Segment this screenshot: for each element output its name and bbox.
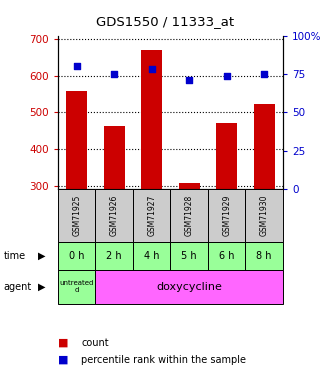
Bar (133, 189, 170, 242)
Text: 5 h: 5 h (181, 251, 197, 261)
Text: untreated
d: untreated d (60, 280, 94, 293)
Bar (246, 242, 283, 270)
Text: GSM71929: GSM71929 (222, 195, 231, 236)
Bar (133, 242, 170, 270)
Text: agent: agent (3, 282, 31, 292)
Text: 0 h: 0 h (69, 251, 84, 261)
Text: ▶: ▶ (38, 282, 46, 292)
Bar (254, 105, 274, 189)
Bar (170, 189, 208, 242)
Text: ■: ■ (58, 355, 69, 365)
Text: ■: ■ (58, 338, 69, 348)
Bar (216, 123, 237, 189)
Point (224, 73, 229, 79)
Text: ▶: ▶ (38, 251, 46, 261)
Text: GSM71930: GSM71930 (260, 195, 269, 236)
Bar (58, 270, 95, 304)
Text: 4 h: 4 h (144, 251, 160, 261)
Bar (246, 189, 283, 242)
Text: GSM71926: GSM71926 (110, 195, 119, 236)
Point (74, 63, 79, 69)
Bar (58, 189, 95, 242)
Text: 6 h: 6 h (219, 251, 234, 261)
Text: GDS1550 / 11333_at: GDS1550 / 11333_at (96, 15, 235, 28)
Bar (179, 183, 200, 189)
Text: doxycycline: doxycycline (156, 282, 222, 292)
Text: 8 h: 8 h (257, 251, 272, 261)
Bar (95, 270, 283, 304)
Bar (58, 242, 95, 270)
Bar (104, 126, 124, 189)
Bar (208, 242, 246, 270)
Bar (141, 50, 162, 189)
Point (112, 71, 117, 77)
Point (149, 66, 154, 72)
Text: count: count (81, 338, 109, 348)
Point (187, 77, 192, 83)
Text: GSM71925: GSM71925 (72, 195, 81, 236)
Bar (170, 242, 208, 270)
Text: percentile rank within the sample: percentile rank within the sample (81, 355, 246, 365)
Bar (66, 90, 87, 189)
Bar (208, 189, 246, 242)
Bar (95, 189, 133, 242)
Text: GSM71928: GSM71928 (185, 195, 194, 236)
Bar (95, 242, 133, 270)
Text: GSM71927: GSM71927 (147, 195, 156, 236)
Text: time: time (3, 251, 25, 261)
Text: 2 h: 2 h (106, 251, 122, 261)
Point (261, 71, 267, 77)
